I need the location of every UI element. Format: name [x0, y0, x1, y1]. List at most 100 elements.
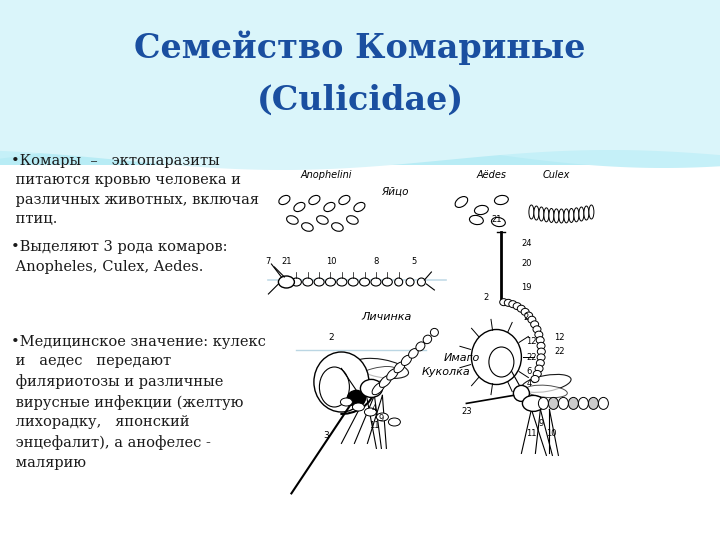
Ellipse shape — [588, 397, 598, 409]
Ellipse shape — [408, 349, 418, 358]
Ellipse shape — [372, 382, 384, 395]
Ellipse shape — [537, 354, 545, 361]
Ellipse shape — [472, 329, 521, 384]
Ellipse shape — [382, 278, 392, 286]
Ellipse shape — [598, 397, 608, 409]
Ellipse shape — [423, 335, 432, 343]
Ellipse shape — [431, 328, 438, 336]
Ellipse shape — [454, 198, 468, 207]
Ellipse shape — [531, 375, 539, 382]
Ellipse shape — [287, 215, 298, 224]
Ellipse shape — [584, 206, 589, 220]
Ellipse shape — [324, 202, 335, 212]
Ellipse shape — [534, 206, 539, 220]
Ellipse shape — [401, 355, 412, 366]
Ellipse shape — [418, 278, 426, 286]
Text: 20: 20 — [521, 260, 532, 268]
Text: 23: 23 — [461, 407, 472, 416]
Text: 4: 4 — [526, 380, 531, 388]
Ellipse shape — [564, 209, 569, 223]
Ellipse shape — [346, 215, 359, 224]
Ellipse shape — [589, 205, 594, 219]
Ellipse shape — [554, 209, 559, 223]
Ellipse shape — [302, 222, 313, 231]
Ellipse shape — [534, 370, 541, 377]
Text: Яйцо: Яйцо — [382, 187, 409, 197]
Ellipse shape — [568, 397, 578, 409]
Ellipse shape — [533, 326, 541, 333]
Text: Аëdes: Аëdes — [477, 170, 506, 180]
Ellipse shape — [574, 208, 579, 222]
Polygon shape — [0, 0, 720, 168]
Text: 22: 22 — [526, 353, 537, 361]
Ellipse shape — [320, 367, 349, 407]
Polygon shape — [0, 0, 720, 170]
Text: 6: 6 — [526, 368, 532, 376]
Ellipse shape — [536, 336, 544, 343]
Ellipse shape — [544, 208, 549, 222]
Ellipse shape — [549, 397, 559, 409]
Ellipse shape — [569, 208, 574, 222]
Ellipse shape — [525, 312, 533, 319]
Text: •Выделяют 3 рода комаров:
 Anopheles, Culex, Aedes.: •Выделяют 3 рода комаров: Anopheles, Cul… — [11, 240, 228, 274]
Ellipse shape — [303, 278, 312, 286]
Ellipse shape — [531, 321, 539, 328]
Ellipse shape — [347, 390, 365, 407]
Ellipse shape — [406, 278, 414, 286]
Ellipse shape — [354, 359, 408, 379]
Ellipse shape — [492, 218, 505, 227]
Text: 11: 11 — [369, 421, 379, 430]
Ellipse shape — [294, 202, 305, 212]
Ellipse shape — [332, 222, 343, 231]
Ellipse shape — [325, 278, 336, 286]
Ellipse shape — [539, 207, 544, 221]
Ellipse shape — [559, 209, 564, 223]
Text: 21: 21 — [491, 215, 502, 224]
Ellipse shape — [354, 202, 365, 212]
Ellipse shape — [364, 408, 377, 416]
Ellipse shape — [377, 413, 388, 421]
Text: 2: 2 — [523, 313, 529, 322]
Ellipse shape — [535, 331, 543, 338]
Text: Семейство Комариные: Семейство Комариные — [134, 31, 586, 65]
Text: Куколка: Куколка — [421, 367, 470, 377]
Ellipse shape — [517, 305, 526, 312]
Text: 9: 9 — [379, 414, 384, 423]
Ellipse shape — [309, 195, 320, 205]
Ellipse shape — [528, 316, 536, 323]
Ellipse shape — [513, 386, 529, 401]
Ellipse shape — [339, 195, 350, 205]
Ellipse shape — [526, 385, 567, 397]
Ellipse shape — [361, 380, 382, 397]
Ellipse shape — [394, 362, 405, 373]
Text: 12: 12 — [526, 338, 537, 347]
Ellipse shape — [341, 398, 352, 406]
Ellipse shape — [513, 302, 521, 309]
Text: 10: 10 — [546, 429, 557, 438]
Text: Culex: Culex — [543, 170, 570, 180]
Ellipse shape — [371, 278, 381, 286]
Ellipse shape — [521, 308, 529, 315]
Ellipse shape — [537, 348, 545, 355]
Ellipse shape — [529, 205, 534, 219]
Ellipse shape — [314, 278, 324, 286]
Ellipse shape — [359, 278, 369, 286]
Ellipse shape — [522, 374, 571, 393]
Ellipse shape — [314, 352, 369, 412]
Text: 3: 3 — [323, 431, 329, 440]
Text: 12: 12 — [554, 333, 565, 341]
Ellipse shape — [536, 360, 544, 367]
Text: 19: 19 — [521, 282, 532, 292]
Ellipse shape — [395, 278, 402, 286]
Ellipse shape — [352, 403, 364, 411]
Ellipse shape — [387, 369, 398, 380]
Text: 21: 21 — [281, 257, 292, 266]
Ellipse shape — [348, 278, 359, 286]
Text: 8: 8 — [374, 257, 379, 266]
Text: •Комары  –   эктопаразиты
 питаются кровью человека и
 различных животных, включ: •Комары – эктопаразиты питаются кровью ч… — [11, 154, 258, 226]
Text: 10: 10 — [326, 257, 337, 266]
Text: 5: 5 — [412, 257, 417, 266]
Ellipse shape — [509, 301, 517, 308]
Ellipse shape — [539, 397, 549, 409]
Text: 4: 4 — [372, 404, 377, 413]
